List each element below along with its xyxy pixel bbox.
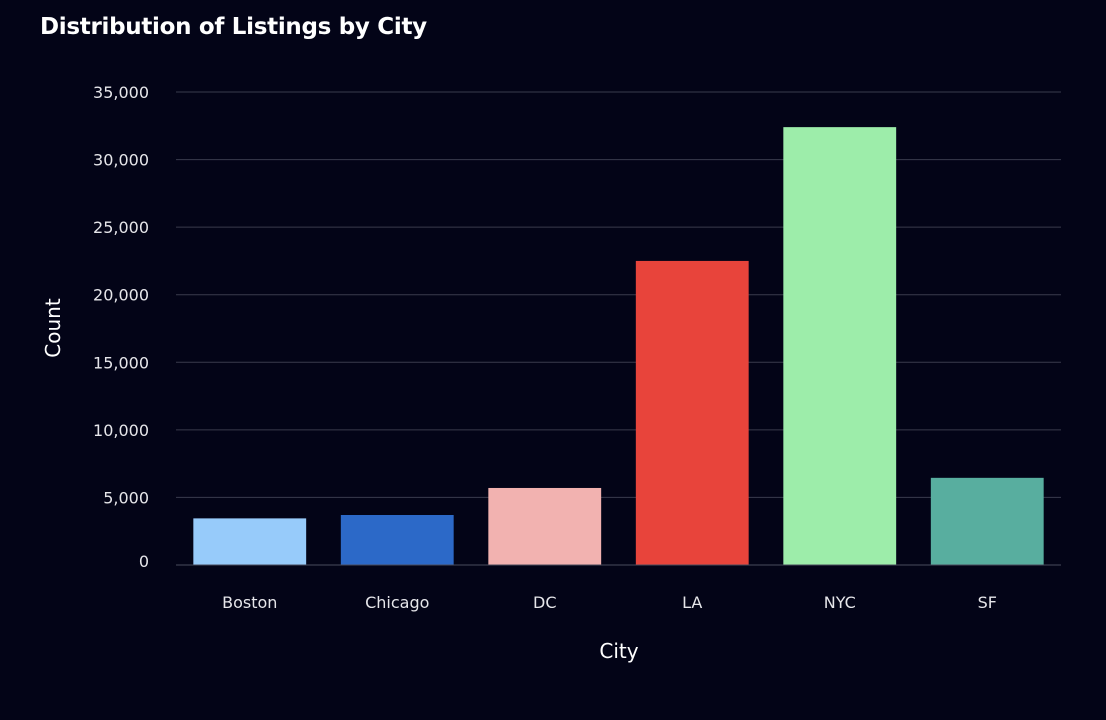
- x-tick-label: SF: [978, 593, 997, 612]
- y-tick-label: 10,000: [93, 421, 149, 440]
- bar-sf: [930, 477, 1044, 565]
- x-tick-label: NYC: [824, 593, 856, 612]
- y-tick-label: 0: [139, 552, 149, 571]
- x-tick-label: DC: [533, 593, 557, 612]
- y-tick-labels: 0 5,000 10,000 15,000 20,000 25,000 30,000 35,0…: [93, 83, 149, 571]
- bar-nyc: [783, 127, 897, 565]
- y-tick-label: 35,000: [93, 83, 149, 102]
- gridlines: [176, 91, 1061, 498]
- bar-dc: [488, 487, 602, 565]
- x-axis-title: City: [599, 639, 638, 663]
- x-tick-labels: Boston Chicago DC LA NYC SF: [222, 593, 997, 612]
- y-tick-label: 15,000: [93, 353, 149, 372]
- y-axis-title: Count: [41, 298, 65, 358]
- bar-chicago: [340, 514, 454, 565]
- x-tick-label: Chicago: [365, 593, 429, 612]
- bar-boston: [193, 518, 307, 565]
- x-tick-label: LA: [682, 593, 702, 612]
- chart-title: Distribution of Listings by City: [40, 14, 427, 40]
- x-tick-label: Boston: [222, 593, 277, 612]
- y-tick-label: 20,000: [93, 286, 149, 305]
- y-tick-label: 5,000: [103, 488, 149, 507]
- y-tick-label: 25,000: [93, 218, 149, 237]
- bar-la: [635, 260, 749, 565]
- bars: [193, 127, 1044, 565]
- y-tick-label: 30,000: [93, 151, 149, 170]
